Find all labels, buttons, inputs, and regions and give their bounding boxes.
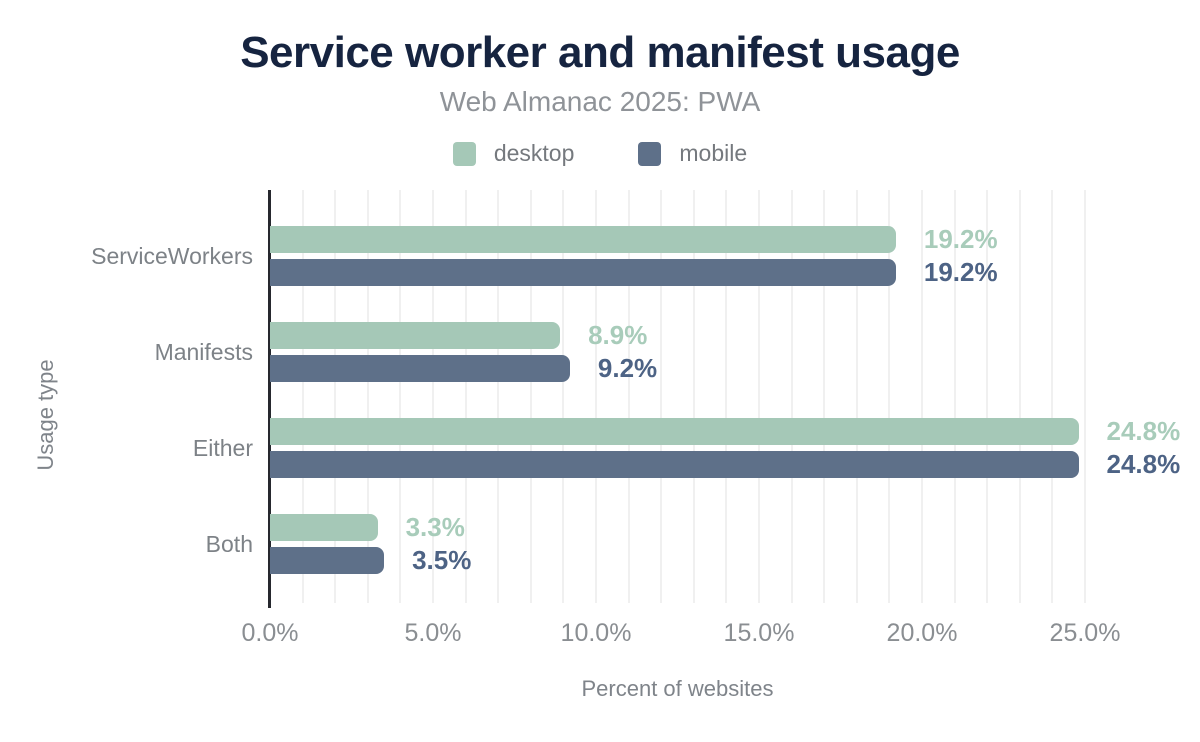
x-tick-25-0-: 25.0% [1049,619,1121,647]
gridline [366,190,369,603]
gridline [758,190,760,603]
gridline [399,190,402,603]
gridline [986,190,989,603]
category-label-manifests: Manifests [154,339,253,365]
value-label-desktop-manifests: 8.9% [588,320,648,350]
gridline [1051,190,1054,603]
legend-swatch-desktop-icon [452,141,476,166]
bar-mobile-both [270,547,385,574]
gridline [823,190,826,603]
legend: desktop mobile [0,140,1200,167]
x-tick-20-0-: 20.0% [886,619,958,647]
bar-mobile-serviceworkers [270,259,896,286]
value-label-mobile-serviceworkers: 19.2% [923,257,998,287]
chart-title: Service worker and manifest usage [240,28,960,77]
value-label-desktop-serviceworkers: 19.2% [923,224,998,254]
x-axis-title: Percent of websites [581,676,774,701]
gridline [627,190,630,603]
gridline [660,190,663,603]
gridline [497,190,500,603]
value-label-desktop-either: 24.8% [1106,416,1181,446]
gridline [464,190,467,603]
bar-desktop-serviceworkers [270,226,896,253]
gridline [692,190,695,603]
legend-item-desktop: desktop [452,140,575,167]
legend-label-desktop: desktop [493,140,575,166]
gridline [725,190,728,603]
bar-mobile-either [270,451,1079,478]
bar-desktop-manifests [270,322,561,349]
gridline [921,190,923,603]
gridline [1018,190,1021,603]
gridline [888,190,891,603]
category-label-serviceworkers: ServiceWorkers [91,243,253,269]
value-label-mobile-manifests: 9.2% [597,353,658,383]
x-tick-5-0-: 5.0% [404,619,462,647]
gridline [595,190,597,603]
gridline [855,190,858,603]
bar-mobile-manifests [270,355,570,382]
legend-label-mobile: mobile [679,140,748,166]
category-label-either: Either [192,435,253,461]
y-axis-line [268,190,271,608]
gridline [529,190,532,603]
gridline [790,190,793,603]
x-tick-10-0-: 10.0% [560,619,632,647]
bar-desktop-both [270,514,378,541]
gridline [334,190,337,603]
legend-swatch-mobile-icon [638,141,662,166]
gridline [301,190,304,603]
value-label-mobile-both: 3.5% [412,545,472,575]
y-axis-title: Usage type [33,359,58,471]
x-tick-0-0-: 0.0% [241,619,299,647]
value-label-desktop-both: 3.3% [405,512,465,542]
gridline [953,190,956,603]
chart-subtitle: Web Almanac 2025: PWA [439,86,761,117]
x-tick-15-0-: 15.0% [723,619,795,647]
legend-item-mobile: mobile [638,140,747,167]
gridline [562,190,565,603]
category-label-both: Both [205,531,253,557]
gridline [1084,190,1086,603]
gridline [432,190,434,603]
value-label-mobile-either: 24.8% [1106,449,1181,479]
bar-desktop-either [270,418,1079,445]
